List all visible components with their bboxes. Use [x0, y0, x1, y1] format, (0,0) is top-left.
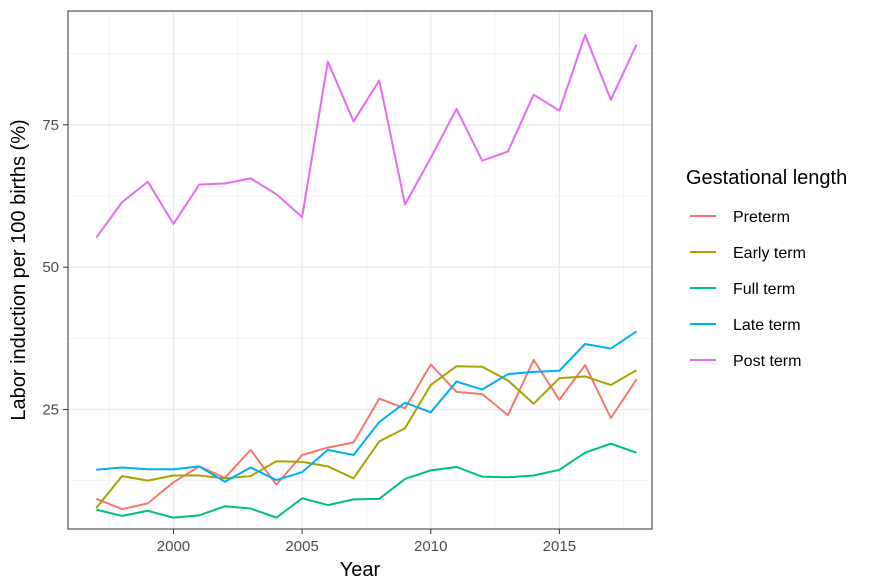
tick-labels: 2000 2005 2010 2015 25 50 75 [42, 117, 576, 555]
legend-item-early-term: Early term [690, 245, 806, 262]
legend-label-full-term: Full term [733, 281, 795, 298]
legend-label-late-term: Late term [733, 317, 801, 334]
series-line-preterm [95, 358, 638, 511]
legend-item-preterm: Preterm [690, 209, 790, 226]
legend-label-preterm: Preterm [733, 209, 790, 226]
axis-ticks [63, 124, 560, 534]
series-line-late-term [96, 330, 638, 483]
minor-gridlines [68, 11, 652, 529]
x-tick-label: 2010 [414, 538, 447, 555]
series-lines [95, 33, 638, 519]
x-axis-title: Year [340, 559, 381, 580]
legend: Gestational length Preterm Early term Full… [686, 167, 847, 370]
legend-item-post-term: Post term [690, 353, 801, 370]
y-tick-label: 25 [42, 401, 59, 418]
series-line-post-term [95, 33, 638, 239]
x-tick-label: 2015 [543, 538, 576, 555]
legend-label-early-term: Early term [733, 245, 806, 262]
x-tick-label: 2000 [157, 538, 190, 555]
y-tick-label: 50 [42, 259, 59, 276]
major-gridlines [68, 11, 652, 529]
y-tick-label: 75 [42, 117, 59, 134]
plot-panel [68, 11, 652, 529]
series-line-early-term [95, 365, 638, 509]
series-line-full-term [96, 442, 637, 519]
plot-border [67, 10, 653, 530]
x-tick-label: 2005 [285, 538, 318, 555]
legend-title: Gestational length [686, 167, 847, 189]
legend-item-late-term: Late term [690, 317, 801, 334]
legend-item-full-term: Full term [690, 281, 795, 298]
legend-label-post-term: Post term [733, 353, 801, 370]
y-axis-title: Labor induction per 100 births (%) [8, 119, 30, 420]
